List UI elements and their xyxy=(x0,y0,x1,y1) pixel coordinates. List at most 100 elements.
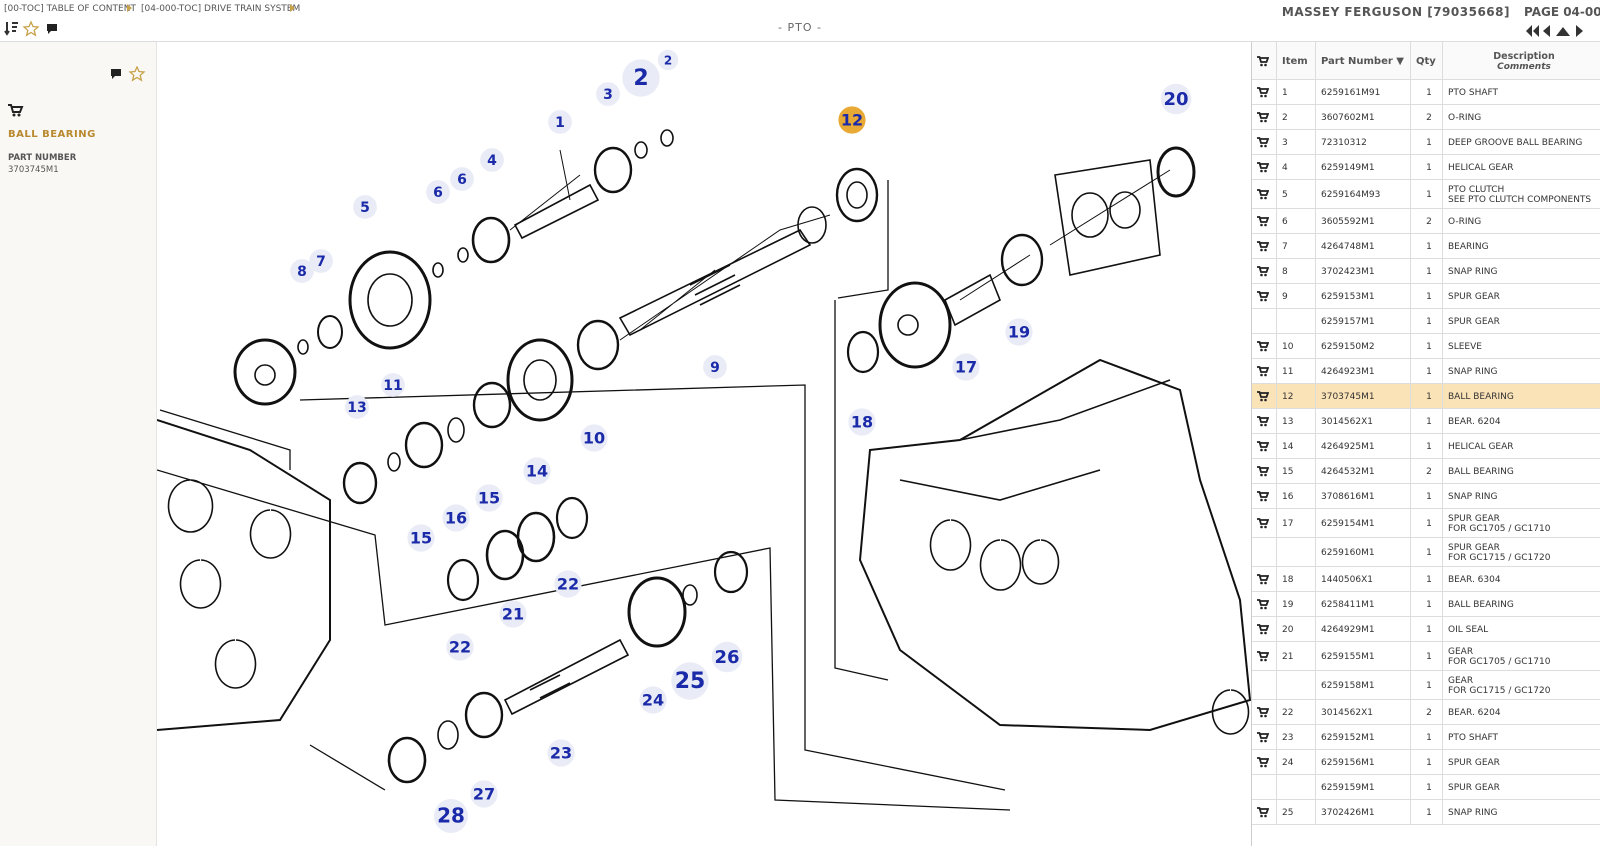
cart-button[interactable] xyxy=(1257,518,1269,529)
callout-badge[interactable] xyxy=(446,633,474,661)
cart-button[interactable] xyxy=(1257,491,1269,502)
callout-badge[interactable] xyxy=(703,355,727,379)
callout-badge[interactable] xyxy=(523,457,551,485)
callout-label[interactable]: 27 xyxy=(473,785,495,804)
callout-badge[interactable] xyxy=(547,739,575,767)
favorite-button[interactable] xyxy=(22,20,40,37)
callout-badge[interactable] xyxy=(407,524,435,552)
cart-button[interactable] xyxy=(1257,241,1269,252)
table-row[interactable]: 6259159M1 1 SPUR GEAR xyxy=(1252,775,1600,800)
table-row[interactable]: 6 3605592M1 2 O-RING xyxy=(1252,209,1600,234)
cart-button[interactable] xyxy=(1257,466,1269,477)
callout-label[interactable]: 14 xyxy=(526,462,548,481)
callout-label[interactable]: 15 xyxy=(478,489,500,508)
up-button[interactable] xyxy=(1556,27,1570,36)
callout-label[interactable]: 23 xyxy=(550,744,572,763)
callout-badge[interactable] xyxy=(450,167,474,191)
callout-badge[interactable] xyxy=(426,180,450,204)
callout-label[interactable]: 10 xyxy=(583,429,605,448)
callout-badge[interactable] xyxy=(580,424,608,452)
table-row[interactable]: 24 6259156M1 1 SPUR GEAR xyxy=(1252,750,1600,775)
callout-label[interactable]: 25 xyxy=(675,669,706,694)
cart-button[interactable] xyxy=(1257,732,1269,743)
callout-badge[interactable] xyxy=(671,662,709,700)
callout-badge[interactable] xyxy=(1160,83,1192,115)
callout-badge[interactable] xyxy=(1005,318,1033,346)
table-row[interactable]: 2 3607602M1 2 O-RING xyxy=(1252,105,1600,130)
table-row[interactable]: 1 6259161M91 1 PTO SHAFT xyxy=(1252,80,1600,105)
callout-label[interactable]: 6 xyxy=(433,185,443,201)
table-row[interactable]: 23 6259152M1 1 PTO SHAFT xyxy=(1252,725,1600,750)
breadcrumb-link[interactable]: [00-TOC] TABLE OF CONTENT xyxy=(4,4,136,14)
callout-label[interactable]: 13 xyxy=(347,400,366,416)
callout-badge[interactable] xyxy=(711,641,743,673)
prev-page-button[interactable] xyxy=(1543,25,1550,37)
cart-button[interactable] xyxy=(1257,162,1269,173)
sort-button[interactable] xyxy=(4,22,18,36)
callout-label[interactable]: 1 xyxy=(555,115,565,131)
filter-icon[interactable]: ▼ xyxy=(1396,55,1404,67)
table-row[interactable]: 9 6259153M1 1 SPUR GEAR xyxy=(1252,284,1600,309)
callout-badge[interactable] xyxy=(381,373,405,397)
cart-button[interactable] xyxy=(1257,807,1269,818)
cart-button[interactable] xyxy=(1257,366,1269,377)
cart-button[interactable] xyxy=(1257,112,1269,123)
cart-button[interactable] xyxy=(1257,55,1269,67)
table-row[interactable]: 17 6259154M1 1 SPUR GEAR FOR GC1705 / GC1710 xyxy=(1252,509,1600,538)
callout-label[interactable]: 12 xyxy=(841,111,863,130)
table-row[interactable]: 13 3014562X1 1 BEAR. 6204 xyxy=(1252,409,1600,434)
callout-badge[interactable] xyxy=(290,259,314,283)
table-row[interactable]: 8 3702423M1 1 SNAP RING xyxy=(1252,259,1600,284)
callout-badge[interactable] xyxy=(639,686,667,714)
cart-button[interactable] xyxy=(1257,599,1269,610)
callout-badge[interactable] xyxy=(657,49,679,71)
cart-button[interactable] xyxy=(1257,137,1269,148)
callout-badge[interactable] xyxy=(475,484,503,512)
table-row[interactable]: 22 3014562X1 2 BEAR. 6204 xyxy=(1252,700,1600,725)
callout-label[interactable]: 7 xyxy=(316,254,326,270)
table-row[interactable]: 6259158M1 1 GEAR FOR GC1715 / GC1720 xyxy=(1252,671,1600,700)
callout-label[interactable]: 17 xyxy=(955,358,977,377)
cart-button[interactable] xyxy=(1257,341,1269,352)
comment-button[interactable] xyxy=(47,24,57,34)
table-row[interactable]: 11 4264923M1 1 SNAP RING xyxy=(1252,359,1600,384)
callout-label[interactable]: 28 xyxy=(437,804,465,828)
callout-label[interactable]: 16 xyxy=(445,509,467,528)
cart-button[interactable] xyxy=(1257,416,1269,427)
table-row[interactable]: 14 4264925M1 1 HELICAL GEAR xyxy=(1252,434,1600,459)
table-row[interactable]: 25 3702426M1 1 SNAP RING xyxy=(1252,800,1600,825)
callout-badge[interactable] xyxy=(952,353,980,381)
callout-badge[interactable] xyxy=(434,799,468,833)
cart-button[interactable] xyxy=(1257,189,1269,200)
callout-label[interactable]: 2 xyxy=(633,66,648,91)
callout-label[interactable]: 15 xyxy=(410,529,432,548)
callout-label[interactable]: 3 xyxy=(603,87,613,103)
breadcrumb-link[interactable]: [04-000-TOC] DRIVE TRAIN SYSTEM xyxy=(141,4,301,14)
callout-label[interactable]: 26 xyxy=(714,647,739,668)
callout-badge[interactable] xyxy=(622,59,660,97)
table-row[interactable]: 6259160M1 1 SPUR GEAR FOR GC1715 / GC1720 xyxy=(1252,538,1600,567)
table-row[interactable]: 4 6259149M1 1 HELICAL GEAR xyxy=(1252,155,1600,180)
callout-badge[interactable] xyxy=(480,148,504,172)
callout-label[interactable]: 8 xyxy=(297,264,307,280)
callout-label[interactable]: 18 xyxy=(851,413,873,432)
callout-label[interactable]: 22 xyxy=(557,575,579,594)
table-row[interactable]: 3 72310312 1 DEEP GROOVE BALL BEARING xyxy=(1252,130,1600,155)
table-row[interactable]: 20 4264929M1 1 OIL SEAL xyxy=(1252,617,1600,642)
cart-button[interactable] xyxy=(1257,87,1269,98)
cart-button[interactable] xyxy=(1257,651,1269,662)
callout-badge[interactable] xyxy=(345,395,369,419)
cart-button[interactable] xyxy=(1257,441,1269,452)
callout-badge[interactable] xyxy=(838,106,866,134)
cart-button[interactable] xyxy=(1257,624,1269,635)
callout-label[interactable]: 21 xyxy=(502,605,524,624)
cart-button[interactable] xyxy=(1257,216,1269,227)
cart-button[interactable] xyxy=(1257,707,1269,718)
table-row[interactable]: 12 3703745M1 1 BALL BEARING xyxy=(1252,384,1600,409)
callout-badge[interactable] xyxy=(309,249,333,273)
favorite-button[interactable] xyxy=(128,66,146,82)
table-row[interactable]: 7 4264748M1 1 BEARING xyxy=(1252,234,1600,259)
callout-badge[interactable] xyxy=(596,82,620,106)
callout-label[interactable]: 4 xyxy=(487,153,497,169)
cart-button[interactable] xyxy=(1257,266,1269,277)
